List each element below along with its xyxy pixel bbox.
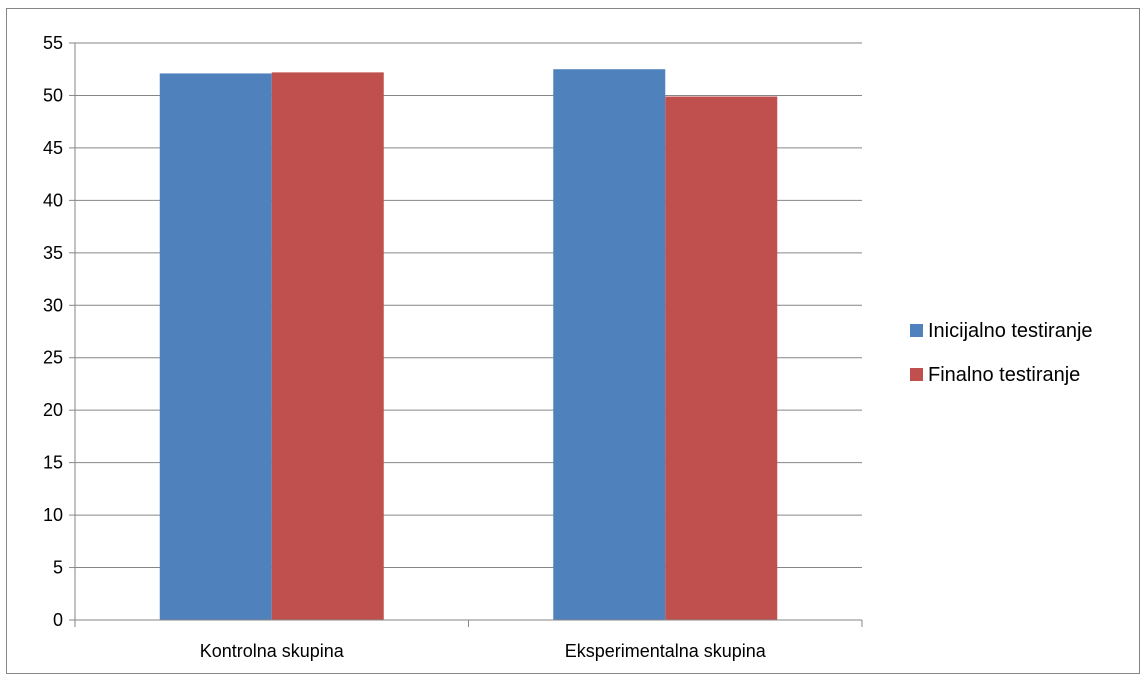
- axes: [69, 42, 863, 627]
- y-tick-label: 45: [43, 138, 63, 158]
- y-tick-label: 15: [43, 453, 63, 473]
- legend-label: Finalno testiranje: [928, 364, 1080, 386]
- bars: [159, 69, 778, 621]
- bar: [271, 72, 384, 621]
- x-category-label: Eksperimentalna skupina: [565, 641, 767, 661]
- y-tick-label: 55: [43, 33, 63, 53]
- legend-label: Inicijalno testiranje: [928, 320, 1093, 342]
- legend-swatch: [910, 368, 923, 381]
- y-tick-label: 20: [43, 400, 63, 420]
- bar: [159, 73, 272, 620]
- y-tick-label: 50: [43, 85, 63, 105]
- y-tick-label: 5: [53, 558, 63, 578]
- y-tick-label: 10: [43, 505, 63, 525]
- y-tick-label: 0: [53, 610, 63, 630]
- y-tick-label: 30: [43, 295, 63, 315]
- x-category-labels: Kontrolna skupina Eksperimentalna skupina: [200, 641, 767, 661]
- legend-swatch: [910, 324, 923, 337]
- y-tick-label: 40: [43, 190, 63, 210]
- y-tick-label: 25: [43, 348, 63, 368]
- bar: [553, 69, 666, 620]
- y-tick-labels: 0 5 10 15 20 25 30 35 40 45 50 55: [43, 33, 63, 630]
- bar: [665, 96, 778, 620]
- x-category-label: Kontrolna skupina: [200, 641, 345, 661]
- y-tick-label: 35: [43, 243, 63, 263]
- legend: Inicijalno testiranje Finalno testiranje: [910, 320, 1093, 386]
